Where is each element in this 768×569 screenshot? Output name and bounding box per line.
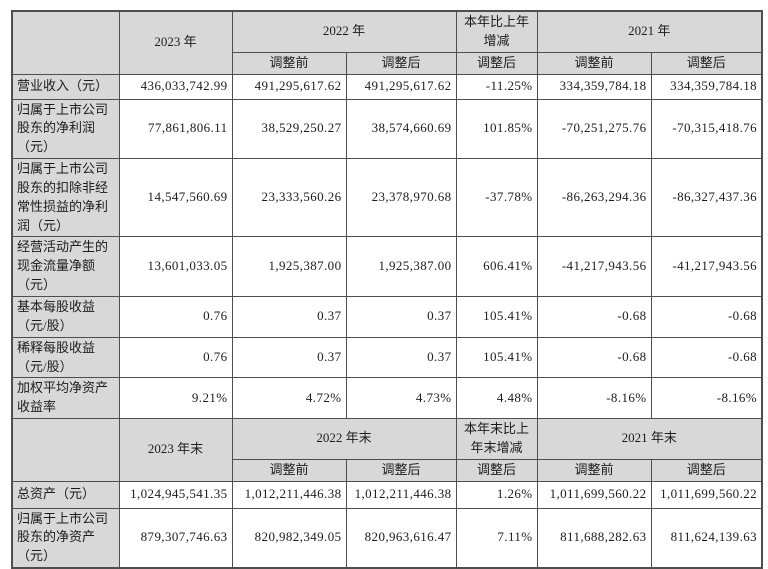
cell-value: 101.85% [455,98,538,160]
table-row: 加权平均净资产收益率 9.21% 4.72% 4.73% 4.48% -8.16… [11,377,763,420]
cell-value: 1,011,699,560.22 [650,480,763,509]
table-row: 归属于上市公司股东的净利润（元） 77,861,806.11 38,529,25… [11,98,763,160]
cell-value: 334,359,784.18 [536,73,652,100]
cell-value: -37.78% [455,158,538,238]
cell-value: -70,251,275.76 [536,98,652,160]
header-year-2021: 2021 年 [536,10,763,53]
cell-value: -86,263,294.36 [536,158,652,238]
header-year-2022: 2022 年 [231,10,457,53]
table-row: 归属于上市公司股东的净资产（元） 879,307,746.63 820,982,… [11,507,763,569]
cell-value: 105.41% [455,336,538,379]
cell-value: -70,315,418.76 [650,98,763,160]
header-corner-blank [11,10,120,75]
table-row: 营业收入（元） 436,033,742.99 491,295,617.62 49… [11,73,763,100]
subheader-2022-before-adjust: 调整前 [231,51,347,75]
table-row: 归属于上市公司股东的扣除非经常性损益的净利润（元） 14,547,560.69 … [11,158,763,238]
subheader-2021-before-adjust: 调整前 [536,51,652,75]
header-year-2023: 2023 年 [118,10,233,75]
cell-value: 491,295,617.62 [345,73,457,100]
table-row: 总资产（元） 1,024,945,541.35 1,012,211,446.38… [11,480,763,509]
cell-value: -41,217,943.56 [650,236,763,297]
row-label: 营业收入（元） [11,73,120,100]
table-row: 基本每股收益（元/股） 0.76 0.37 0.37 105.41% -0.68… [11,295,763,338]
cell-value: 0.37 [345,336,457,379]
cell-value: 491,295,617.62 [231,73,347,100]
cell-value: 4.73% [345,377,457,420]
header-year-end-change: 本年末比上年末增减 [455,418,538,460]
cell-value: 7.11% [455,507,538,569]
cell-value: -8.16% [536,377,652,420]
cell-value: -86,327,437.36 [650,158,763,238]
cell-value: -0.68 [536,295,652,338]
row-label: 归属于上市公司股东的净资产（元） [11,507,120,569]
cell-value: 811,624,139.63 [650,507,763,569]
cell-value: 1.26% [455,480,538,509]
cell-value: 77,861,806.11 [118,98,233,160]
cell-value: 14,547,560.69 [118,158,233,238]
row-label: 基本每股收益（元/股） [11,295,120,338]
row-label: 经营活动产生的现金流量净额（元） [11,236,120,297]
cell-value: 1,024,945,541.35 [118,480,233,509]
cell-value: 23,378,970.68 [345,158,457,238]
header-year-end-2021: 2021 年末 [536,418,763,460]
cell-value: 4.48% [455,377,538,420]
cell-value: -0.68 [650,336,763,379]
cell-value: 436,033,742.99 [118,73,233,100]
cell-value: 1,012,211,446.38 [231,480,347,509]
cell-value: 105.41% [455,295,538,338]
cell-value: -0.68 [650,295,763,338]
cell-value: 606.41% [455,236,538,297]
row-label: 归属于上市公司股东的净利润（元） [11,98,120,160]
row-label: 加权平均净资产收益率 [11,377,120,420]
cell-value: 879,307,746.63 [118,507,233,569]
cell-value: 820,963,616.47 [345,507,457,569]
cell-value: 334,359,784.18 [650,73,763,100]
subheader-2021end-after-adjust: 调整后 [650,458,763,482]
table-row: 经营活动产生的现金流量净额（元） 13,601,033.05 1,925,387… [11,236,763,297]
financial-summary: 2023 年 2022 年 本年比上年增减 2021 年 调整前 调整后 调整后… [11,10,764,569]
header-yoy-change: 本年比上年增减 [455,10,538,53]
cell-value: 13,601,033.05 [118,236,233,297]
cell-value: 0.37 [231,295,347,338]
row-label: 归属于上市公司股东的扣除非经常性损益的净利润（元） [11,158,120,238]
subheader-2022-after-adjust: 调整后 [345,51,457,75]
cell-value: -41,217,943.56 [536,236,652,297]
subheader-2022end-before-adjust: 调整前 [231,458,347,482]
cell-value: 38,574,660.69 [345,98,457,160]
cell-value: 1,925,387.00 [231,236,347,297]
subheader-2021-after-adjust: 调整后 [650,51,763,75]
financial-summary-table: 2023 年 2022 年 本年比上年增减 2021 年 调整前 调整后 调整后… [11,10,764,569]
cell-value: 38,529,250.27 [231,98,347,160]
subheader-endchange-after-adjust: 调整后 [455,458,538,482]
table-row: 稀释每股收益（元/股） 0.76 0.37 0.37 105.41% -0.68… [11,336,763,379]
cell-value: 0.76 [118,295,233,338]
cell-value: 1,012,211,446.38 [345,480,457,509]
cell-value: 0.37 [345,295,457,338]
header-year-end-2022: 2022 年末 [231,418,457,460]
header-corner-blank-2 [11,418,120,482]
cell-value: 820,982,349.05 [231,507,347,569]
cell-value: 0.76 [118,336,233,379]
subheader-change-after-adjust: 调整后 [455,51,538,75]
subheader-2021end-before-adjust: 调整前 [536,458,652,482]
cell-value: 811,688,282.63 [536,507,652,569]
cell-value: 23,333,560.26 [231,158,347,238]
row-label: 稀释每股收益（元/股） [11,336,120,379]
cell-value: 4.72% [231,377,347,420]
cell-value: -8.16% [650,377,763,420]
cell-value: -11.25% [455,73,538,100]
header-year-end-2023: 2023 年末 [118,418,233,482]
cell-value: 1,011,699,560.22 [536,480,652,509]
cell-value: 1,925,387.00 [345,236,457,297]
cell-value: 9.21% [118,377,233,420]
cell-value: 0.37 [231,336,347,379]
subheader-2022end-after-adjust: 调整后 [345,458,457,482]
row-label: 总资产（元） [11,480,120,509]
cell-value: -0.68 [536,336,652,379]
